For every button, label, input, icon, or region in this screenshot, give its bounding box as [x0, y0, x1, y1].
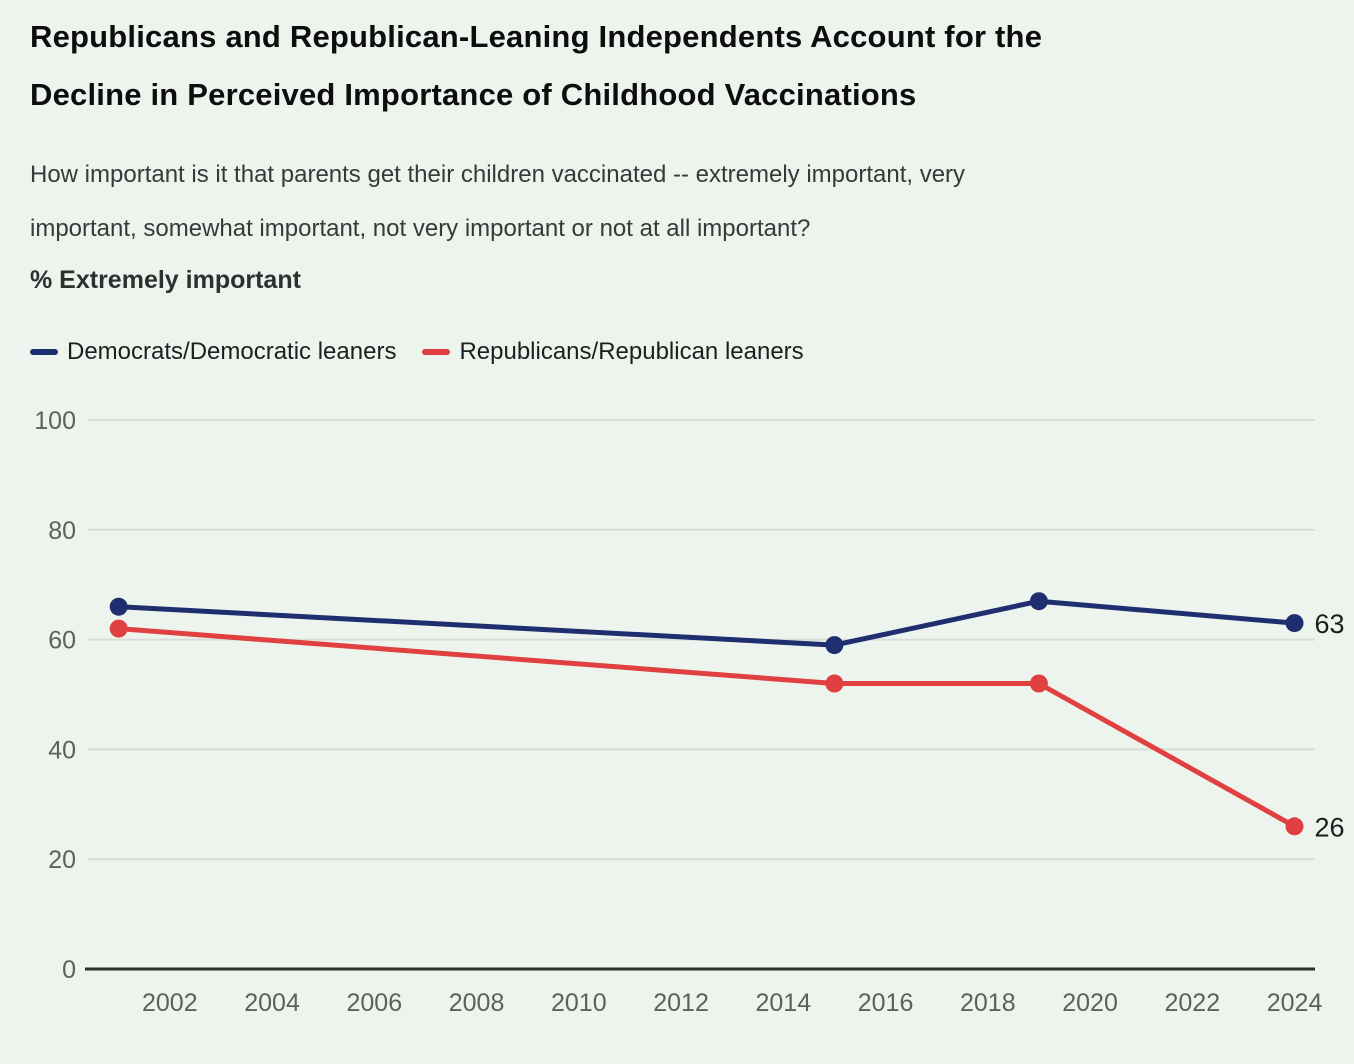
y-tick-label: 40: [48, 736, 76, 764]
end-value-label: 26: [1315, 812, 1345, 842]
chart-subtitle-line2: important, somewhat important, not very …: [30, 215, 811, 242]
data-point: [1285, 614, 1304, 633]
measure-label: % Extremely important: [30, 266, 301, 294]
x-tick-label: 2020: [1062, 989, 1118, 1017]
x-tick-label: 2002: [142, 989, 198, 1017]
chart-title: Republicans and Republican-Leaning Indep…: [30, 8, 1324, 124]
x-tick-label: 2004: [244, 989, 300, 1017]
end-value-label: 63: [1315, 609, 1345, 639]
y-tick-label: 60: [48, 627, 76, 655]
y-tick-label: 100: [34, 407, 76, 435]
x-tick-label: 2018: [960, 989, 1016, 1017]
chart-title-line1: Republicans and Republican-Leaning Indep…: [30, 19, 1043, 54]
line-chart: 0 20 40 60 80 100 2002 2004 2006 2008 2010 2012 2014…: [34, 407, 1345, 1017]
x-tick-label: 2012: [653, 989, 709, 1017]
x-tick-label: 2010: [551, 989, 607, 1017]
x-tick-label: 2014: [755, 989, 811, 1017]
chart-subtitle: How important is it that parents get the…: [30, 148, 1324, 256]
x-tick-label: 2016: [858, 989, 914, 1017]
y-tick-label: 80: [48, 517, 76, 545]
x-tick-label: 2008: [449, 989, 505, 1017]
data-point: [1029, 592, 1048, 611]
data-point: [1029, 674, 1048, 693]
chart-subtitle-line1: How important is it that parents get the…: [30, 161, 966, 188]
legend-label-republicans: Republicans/Republican leaners: [459, 338, 804, 365]
chart-area: 0 20 40 60 80 100 2002 2004 2006 2008 2010 2012 2014…: [0, 380, 1354, 1045]
series-line: [116, 626, 1297, 829]
x-tick-label: 2024: [1267, 989, 1323, 1017]
legend-item-democrats: Democrats/Democratic leaners: [30, 338, 396, 366]
chart-title-line2: Decline in Perceived Importance of Child…: [30, 77, 917, 112]
data-point: [825, 636, 844, 655]
y-tick-label: 0: [62, 956, 76, 984]
series-line: [116, 598, 1297, 648]
data-point: [109, 597, 128, 616]
x-tick-label: 2006: [346, 989, 402, 1017]
y-tick-label: 20: [48, 846, 76, 874]
data-point: [1285, 817, 1304, 836]
legend-swatch-democrats-line: [30, 349, 58, 355]
x-tick-label: 2022: [1164, 989, 1220, 1017]
data-point: [825, 674, 844, 693]
legend-swatch-republicans-line: [422, 349, 451, 355]
legend-label-democrats: Democrats/Democratic leaners: [67, 338, 397, 365]
legend-item-republicans: Republicans/Republican leaners: [422, 338, 804, 366]
data-point: [109, 619, 128, 638]
chart-legend: Democrats/Democratic leaners Republicans…: [30, 338, 1324, 366]
